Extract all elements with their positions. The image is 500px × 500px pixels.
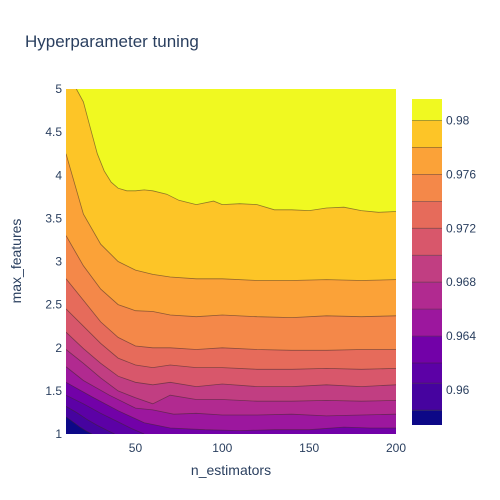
x-axis-ticks: 50 100 150 200 [129,441,407,455]
colorbar-band [412,120,442,148]
y-tick-label: 1 [55,427,62,441]
colorbar-tick-label: 0.968 [446,275,476,289]
contour-line-3 [66,381,396,432]
y-tick-label: 4.5 [45,125,62,139]
chart-title: Hyperparameter tuning [25,32,199,51]
colorbar: 0.96 0.964 0.968 0.972 0.976 0.98 [412,99,476,425]
y-tick-label: 4 [55,168,62,182]
colorbar-tick-label: 0.96 [446,383,470,397]
colorbar-band [412,309,442,336]
y-tick-label: 3.5 [45,211,62,225]
colorbar-band [412,383,442,411]
colorbar-band [412,201,442,229]
colorbar-band [412,174,442,202]
colorbar-tick-label: 0.972 [446,221,476,235]
contour-line-2 [66,394,145,434]
y-axis-ticks: 1 1.5 2 2.5 3 3.5 4 4.5 5 [45,82,62,441]
colorbar-tick-label: 0.976 [446,167,476,181]
colorbar-band [412,255,442,283]
contour-line-8 [66,278,396,351]
x-tick-label: 200 [386,441,406,455]
y-tick-label: 5 [55,82,62,96]
contour-line-7 [66,308,396,370]
colorbar-band [412,228,442,256]
contour-region-1 [66,406,396,434]
colorbar-band [412,410,442,425]
y-tick-label: 2.5 [45,298,62,312]
contour-line-10 [66,153,396,281]
y-tick-label: 1.5 [45,384,62,398]
colorbar-band [412,99,442,121]
y-tick-label: 3 [55,255,62,269]
x-tick-label: 50 [129,441,143,455]
plot-area [66,89,396,434]
contour-line-5 [66,349,396,405]
colorbar-band [412,282,442,310]
colorbar-band [412,147,442,175]
contour-line-11 [76,89,396,213]
y-tick-label: 2 [55,341,62,355]
contour-line-0 [66,416,93,434]
x-tick-label: 100 [212,441,232,455]
colorbar-tick-label: 0.98 [446,114,470,128]
contour-line-6 [66,331,396,388]
contour-line-9 [66,235,396,319]
colorbar-band [412,336,442,363]
contour-line-4 [66,366,396,417]
x-axis-title: n_estimators [191,462,271,478]
colorbar-tick-label: 0.964 [446,329,476,343]
x-tick-label: 150 [299,441,319,455]
contour-lines [66,89,396,434]
y-axis-title: max_features [8,219,24,304]
contour-region-4 [66,366,396,434]
contour-line-1 [66,406,115,434]
colorbar-band [412,363,442,384]
